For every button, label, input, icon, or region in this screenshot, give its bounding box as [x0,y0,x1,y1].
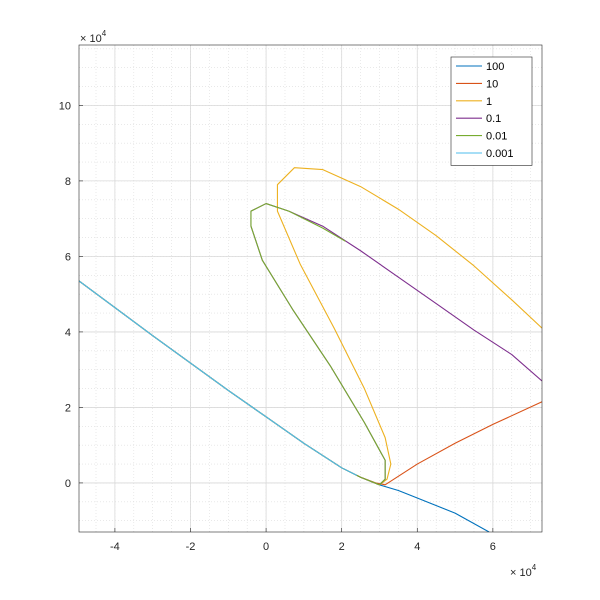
legend-label: 0.001 [486,148,514,160]
y-tick-label: 0 [65,478,71,490]
legend-label: 0.01 [486,131,507,143]
x-scale-multiplier: × 104 [510,563,537,579]
series-layer [79,167,542,532]
y-tick-label: 10 [59,100,71,112]
y-tick-label: 8 [65,176,71,188]
axes-box [78,44,543,533]
x-tick-label: -4 [110,541,120,553]
legend: 100 10 1 0.1 0.01 0.001 [450,56,533,166]
x-tick-label: -2 [186,541,196,553]
series-line-5 [79,280,358,476]
y-tick-label: 2 [65,402,71,414]
legend-label: 10 [486,78,498,90]
x-axis-ticks: -4 -2 0 2 4 6 [110,528,496,553]
y-scale-multiplier: × 104 [80,29,107,45]
x-tick-label: 0 [263,541,269,553]
y-tick-label: 4 [65,327,71,339]
legend-box [450,56,533,166]
y-axis-ticks: 0 2 4 6 8 10 [59,100,83,490]
y-tick-label: 6 [65,251,71,263]
legend-label: 1 [486,96,492,108]
x-tick-label: 2 [339,541,345,553]
legend-label: 100 [486,61,504,73]
x-tick-label: 6 [490,541,496,553]
x-tick-label: 4 [414,541,420,553]
legend-label: 0.1 [486,113,501,125]
